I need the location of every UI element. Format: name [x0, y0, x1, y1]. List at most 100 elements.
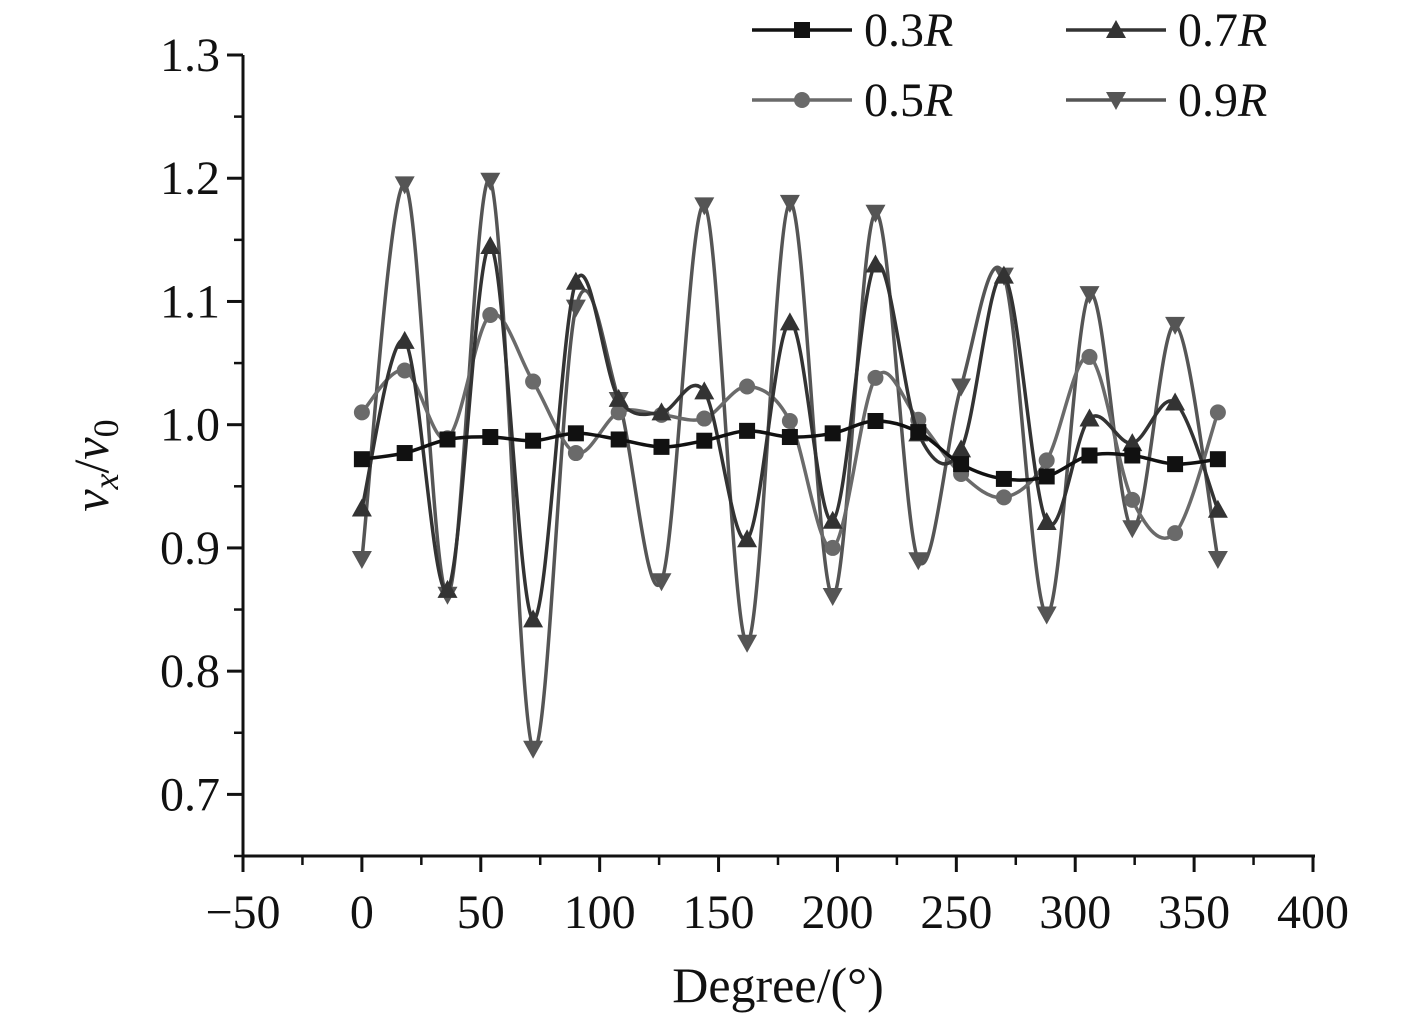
data-point	[694, 197, 715, 216]
data-point	[1207, 499, 1228, 518]
series-line	[360, 178, 1220, 751]
data-point	[1207, 551, 1228, 570]
data-point	[439, 431, 456, 448]
data-point	[995, 470, 1012, 487]
data-point	[779, 194, 800, 213]
legend-entry: 0.7R	[1066, 4, 1267, 57]
x-tick-label: 250	[920, 886, 992, 939]
data-point	[993, 265, 1014, 284]
data-point	[1165, 392, 1186, 411]
data-point	[608, 388, 629, 407]
data-point	[394, 330, 415, 349]
x-tick-label: 200	[801, 886, 873, 939]
data-point	[610, 404, 627, 421]
series-line	[360, 244, 1220, 622]
x-tick-label: 300	[1039, 886, 1111, 939]
data-point	[1079, 286, 1100, 305]
y-tick-label: 1.3	[160, 29, 220, 82]
x-axis-title: Degree/(°)	[672, 957, 884, 1013]
data-point	[953, 456, 970, 473]
data-point	[396, 362, 413, 379]
x-tick-label: −50	[205, 886, 280, 939]
x-tick-label: 350	[1158, 886, 1230, 939]
series-03R	[353, 412, 1226, 487]
data-point	[824, 425, 841, 442]
series-layer	[351, 172, 1228, 759]
data-point	[822, 510, 843, 529]
data-point	[525, 432, 542, 449]
data-point	[567, 445, 584, 462]
data-point	[867, 369, 884, 386]
legend-label: 0.5R	[864, 74, 953, 127]
legend-marker	[794, 22, 810, 38]
data-point	[910, 424, 927, 441]
data-point	[523, 609, 544, 628]
legend-marker	[794, 92, 810, 108]
data-point	[865, 204, 886, 223]
x-tick-label: 0	[350, 886, 374, 939]
data-point	[653, 438, 670, 455]
data-point	[1209, 451, 1226, 468]
data-point	[1081, 348, 1098, 365]
series-07R	[351, 236, 1228, 628]
data-point	[1079, 408, 1100, 427]
data-point	[1038, 452, 1055, 469]
data-point	[696, 432, 713, 449]
legend-marker	[1106, 20, 1126, 38]
data-point	[567, 425, 584, 442]
data-point	[1165, 316, 1186, 335]
legend-marker	[1106, 92, 1126, 110]
data-point	[1122, 433, 1143, 452]
data-point	[396, 445, 413, 462]
y-axis-title-sub-0: 0	[86, 419, 126, 437]
data-point	[1124, 491, 1141, 508]
data-point	[610, 431, 627, 448]
y-tick-label: 1.2	[160, 152, 220, 205]
data-point	[351, 498, 372, 517]
data-point	[437, 579, 458, 598]
data-point	[781, 412, 798, 429]
y-axis-title-sub-x: x	[86, 473, 126, 490]
data-point	[1209, 404, 1226, 421]
x-tick-label: 50	[457, 886, 505, 939]
data-point	[824, 539, 841, 556]
x-tick-label: 400	[1277, 886, 1349, 939]
data-point	[1167, 456, 1184, 473]
y-tick-label: 0.8	[160, 645, 220, 698]
data-point	[1167, 525, 1184, 542]
y-tick-label: 1.1	[160, 275, 220, 328]
data-point	[482, 429, 499, 446]
data-point	[565, 271, 586, 290]
x-tick-label: 150	[683, 886, 755, 939]
data-point	[651, 402, 672, 421]
data-point	[1036, 512, 1057, 531]
axes: −50 0 50 100 150 200 250 300 350 400 0.7 0.8 0.9 1.0 1…	[160, 29, 1349, 939]
data-point	[353, 451, 370, 468]
data-point	[1081, 447, 1098, 464]
data-point	[482, 307, 499, 324]
data-point	[353, 404, 370, 421]
data-point	[480, 236, 501, 255]
data-point	[351, 551, 372, 570]
data-point	[951, 378, 972, 397]
data-point	[737, 529, 758, 548]
y-tick-label: 0.7	[160, 768, 220, 821]
legend-label: 0.3R	[864, 4, 953, 57]
data-point	[1038, 468, 1055, 485]
data-point	[651, 573, 672, 592]
data-point	[480, 172, 501, 191]
data-point	[1124, 447, 1141, 464]
y-tick-label: 1.0	[160, 399, 220, 452]
data-point	[737, 634, 758, 653]
legend-entry: 0.3R	[752, 4, 953, 57]
data-point	[1122, 520, 1143, 539]
legend-entry: 0.5R	[752, 74, 953, 127]
data-point	[525, 373, 542, 390]
data-point	[779, 312, 800, 331]
legend: 0.3R 0.5R 0.7R 0.9R	[752, 4, 1267, 127]
data-point	[951, 439, 972, 458]
y-axis-title-v0: v	[63, 437, 119, 460]
data-point	[867, 412, 884, 429]
legend-label: 0.9R	[1178, 74, 1267, 127]
